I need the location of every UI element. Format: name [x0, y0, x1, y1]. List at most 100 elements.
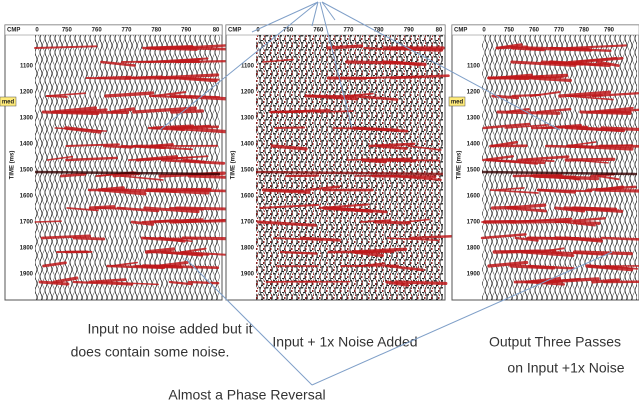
reflector: [316, 110, 354, 113]
reflector: [387, 159, 441, 162]
reflector: [504, 124, 550, 129]
x-tick-label: 0: [482, 28, 486, 34]
x-tick-label: 750: [283, 28, 294, 34]
reflector: [487, 260, 529, 268]
reflector: [564, 126, 621, 132]
reflector: [143, 206, 200, 214]
reflector: [72, 236, 106, 241]
reflector: [600, 236, 639, 241]
reflector: [545, 144, 595, 149]
y-tick-label: 1700: [20, 220, 34, 226]
reflector: [150, 143, 174, 148]
reflector: [587, 106, 634, 114]
reflector: [65, 143, 120, 147]
reflector: [327, 206, 388, 214]
reflector: [100, 60, 136, 67]
reflector: [351, 94, 399, 101]
y-tick-label: 1800: [241, 246, 255, 252]
reflector: [34, 45, 98, 49]
y-tick-label: 1600: [467, 194, 481, 200]
reflector: [394, 280, 448, 286]
reflector: [365, 75, 423, 80]
panel-header: CMP: [454, 28, 467, 34]
reflector: [371, 174, 437, 178]
reflector: [256, 220, 317, 227]
reflector: [148, 95, 193, 99]
reflector: [274, 126, 306, 129]
reflector: [566, 95, 614, 101]
y-tick-label: 1600: [20, 194, 34, 200]
reflector: [510, 60, 577, 67]
reflector: [548, 175, 577, 178]
marker-box: [448, 96, 466, 107]
strong-reflector: [481, 170, 638, 176]
x-tick-label: 790: [604, 28, 615, 34]
x-tick-label: 770: [122, 28, 133, 34]
marker-label: med: [2, 100, 15, 106]
strong-reflector: [255, 170, 444, 176]
reflector: [60, 172, 87, 178]
reflector: [363, 46, 399, 51]
reflector: [146, 251, 210, 256]
reflector: [187, 280, 220, 285]
reflector: [575, 56, 624, 64]
reflector: [270, 109, 331, 114]
reflector: [120, 175, 164, 181]
reflector: [573, 220, 601, 225]
reflector: [176, 46, 231, 51]
reflector: [169, 206, 204, 211]
reflector: [101, 188, 147, 196]
reflector: [304, 185, 340, 192]
reflector: [542, 277, 600, 284]
reflector: [564, 157, 616, 162]
reflector: [259, 203, 320, 209]
reflector: [110, 107, 136, 114]
reflector: [382, 46, 444, 52]
y-tick-label: 1900: [241, 272, 255, 278]
panel-header: CMP: [7, 28, 20, 34]
reflector: [40, 234, 91, 240]
reflector: [572, 250, 633, 256]
caption: Input + 1x Noise Added: [272, 334, 417, 350]
reflector: [596, 175, 620, 181]
y-tick-label: 1600: [241, 194, 255, 200]
y-tick-label: 1400: [241, 142, 255, 148]
reflector: [489, 189, 539, 194]
reflector: [46, 155, 74, 161]
reflector: [326, 44, 364, 50]
reflector: [480, 233, 527, 240]
reflector: [482, 122, 531, 130]
y-tick-label: 1700: [467, 220, 481, 226]
reflector: [130, 220, 155, 226]
reflector: [376, 144, 408, 150]
reflector: [72, 280, 134, 286]
reflector: [318, 203, 369, 210]
reflector: [340, 264, 399, 267]
x-tick-label: 780: [579, 28, 590, 34]
reflector: [66, 207, 99, 212]
x-tick-label: 760: [313, 28, 324, 34]
reflector: [85, 77, 132, 80]
reflector: [261, 58, 294, 63]
reflector: [525, 46, 593, 52]
reflector: [509, 219, 571, 224]
y-tick-label: 1900: [467, 272, 481, 278]
reflector: [41, 110, 100, 116]
y-tick-label: 1100: [20, 64, 34, 70]
reflector: [52, 276, 79, 284]
y-tick-label: 1800: [467, 246, 481, 252]
x-tick-label: 80: [213, 28, 220, 34]
reflector: [65, 156, 118, 162]
reflector: [404, 218, 430, 223]
reflector: [187, 174, 230, 179]
reflector: [344, 92, 374, 97]
caption: Output Three Passes: [489, 334, 621, 350]
reflector: [361, 158, 387, 164]
x-tick-label: 760: [92, 28, 103, 34]
y-tick-label: 1100: [241, 64, 255, 70]
reflector: [141, 46, 167, 51]
annotation-lines: [159, 1, 613, 386]
reflector: [517, 155, 570, 162]
y-tick-label: 1500: [467, 168, 481, 174]
